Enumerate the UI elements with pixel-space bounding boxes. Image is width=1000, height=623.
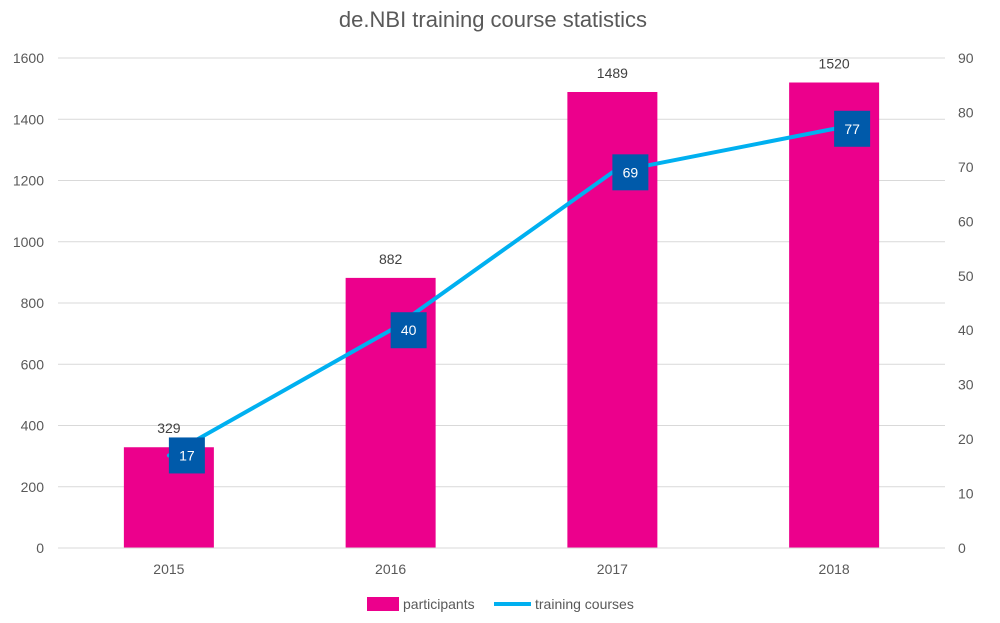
right-tick-label: 40 xyxy=(958,322,974,338)
line-data-label: 77 xyxy=(844,121,860,137)
bar-data-label: 882 xyxy=(379,251,403,267)
line-data-label: 17 xyxy=(179,447,195,463)
right-tick-label: 10 xyxy=(958,486,974,502)
chart-title: de.NBI training course statistics xyxy=(339,7,647,32)
line-data-marker xyxy=(612,154,649,191)
x-tick-label: 2018 xyxy=(819,561,850,577)
left-tick-label: 1000 xyxy=(13,234,44,250)
left-tick-label: 200 xyxy=(21,479,45,495)
line-data-marker xyxy=(834,110,871,147)
right-tick-label: 30 xyxy=(958,377,974,393)
right-tick-label: 20 xyxy=(958,431,974,447)
right-axis: 0 10 20 30 40 50 60 70 80 90 xyxy=(958,50,974,556)
bar-data-label: 1489 xyxy=(597,65,628,81)
line-data-marker xyxy=(390,312,427,349)
left-tick-label: 1600 xyxy=(13,50,44,66)
left-tick-label: 1400 xyxy=(13,111,44,127)
left-tick-label: 400 xyxy=(21,418,45,434)
line-data-marker xyxy=(168,437,205,474)
right-tick-label: 90 xyxy=(958,50,974,66)
right-tick-label: 0 xyxy=(958,540,966,556)
left-axis: 0 200 400 600 800 1000 1200 1400 1600 xyxy=(13,50,44,556)
x-tick-label: 2016 xyxy=(375,561,406,577)
legend: participants training courses xyxy=(367,596,634,612)
line-series: 17 40 69 77 xyxy=(166,110,871,474)
right-tick-label: 70 xyxy=(958,159,974,175)
right-tick-label: 60 xyxy=(958,213,974,229)
line-training-courses xyxy=(166,126,837,458)
bars: 329 882 1489 1520 xyxy=(123,56,880,549)
legend-participants-label: participants xyxy=(403,596,475,612)
left-tick-label: 1200 xyxy=(13,173,44,189)
line-data-label: 69 xyxy=(623,164,639,180)
right-tick-label: 50 xyxy=(958,268,974,284)
legend-training-courses-label: training courses xyxy=(535,596,634,612)
left-tick-label: 800 xyxy=(21,295,45,311)
left-tick-label: 600 xyxy=(21,356,45,372)
bar-participants xyxy=(789,82,880,548)
x-tick-label: 2017 xyxy=(597,561,628,577)
left-tick-label: 0 xyxy=(36,540,44,556)
legend-participants-swatch xyxy=(367,597,399,611)
x-axis: 2015 2016 2017 2018 xyxy=(58,547,945,577)
x-tick-label: 2015 xyxy=(153,561,184,577)
bar-data-label: 329 xyxy=(157,420,181,436)
line-data-label: 40 xyxy=(401,322,417,338)
bar-data-label: 1520 xyxy=(819,56,850,72)
right-tick-label: 80 xyxy=(958,104,974,120)
